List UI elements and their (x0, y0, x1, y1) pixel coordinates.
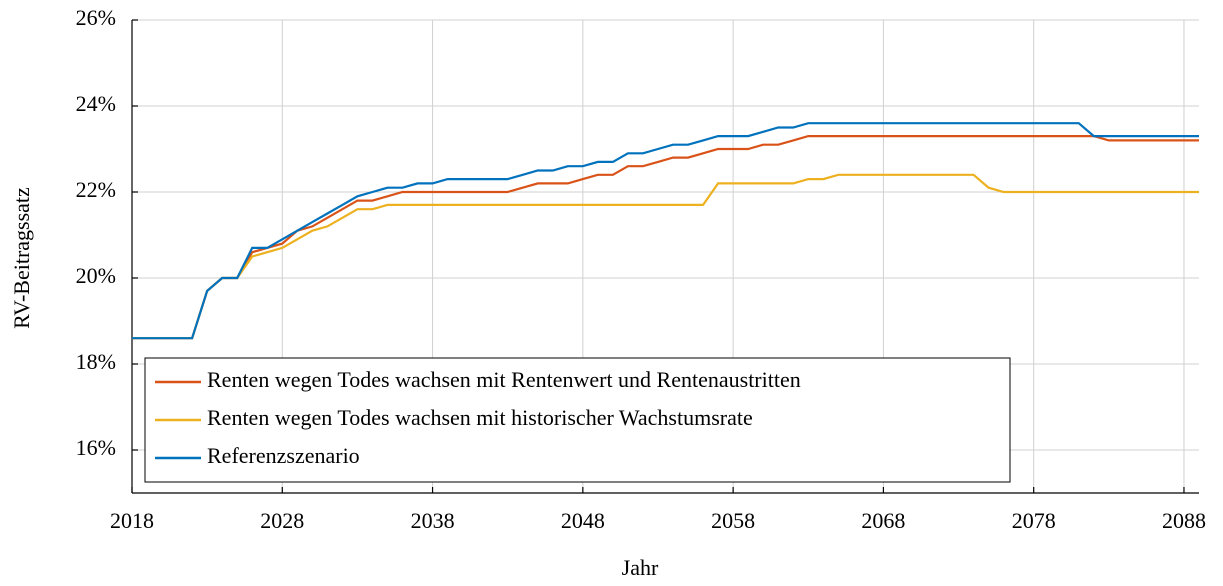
y-tick-label: 18% (76, 349, 116, 374)
x-tick-label: 2018 (110, 508, 154, 533)
y-tick-label: 26% (76, 5, 116, 30)
y-tick-label: 20% (76, 263, 116, 288)
x-tick-label: 2078 (1012, 508, 1056, 533)
x-tick-label: 2028 (260, 508, 304, 533)
x-tick-label: 2038 (411, 508, 455, 533)
x-axis-label: Jahr (622, 555, 659, 580)
legend: Renten wegen Todes wachsen mit Rentenwer… (144, 357, 1011, 483)
x-tick-label: 2048 (561, 508, 605, 533)
series-line (132, 122, 1199, 340)
legend-label: Renten wegen Todes wachsen mit historisc… (207, 405, 753, 430)
y-tick-label: 16% (76, 435, 116, 460)
x-tick-label: 2068 (861, 508, 905, 533)
y-tick-label: 24% (76, 91, 116, 116)
series-line (132, 135, 1199, 340)
series-line (132, 173, 1199, 340)
legend-label: Referenzszenario (207, 443, 360, 468)
x-tick-label: 2058 (711, 508, 755, 533)
legend-box (144, 357, 1011, 483)
y-axis-label: RV-Beitragssatz (9, 187, 34, 329)
y-tick-label: 22% (76, 177, 116, 202)
legend-label: Renten wegen Todes wachsen mit Rentenwer… (207, 367, 801, 392)
x-tick-label: 2088 (1162, 508, 1206, 533)
